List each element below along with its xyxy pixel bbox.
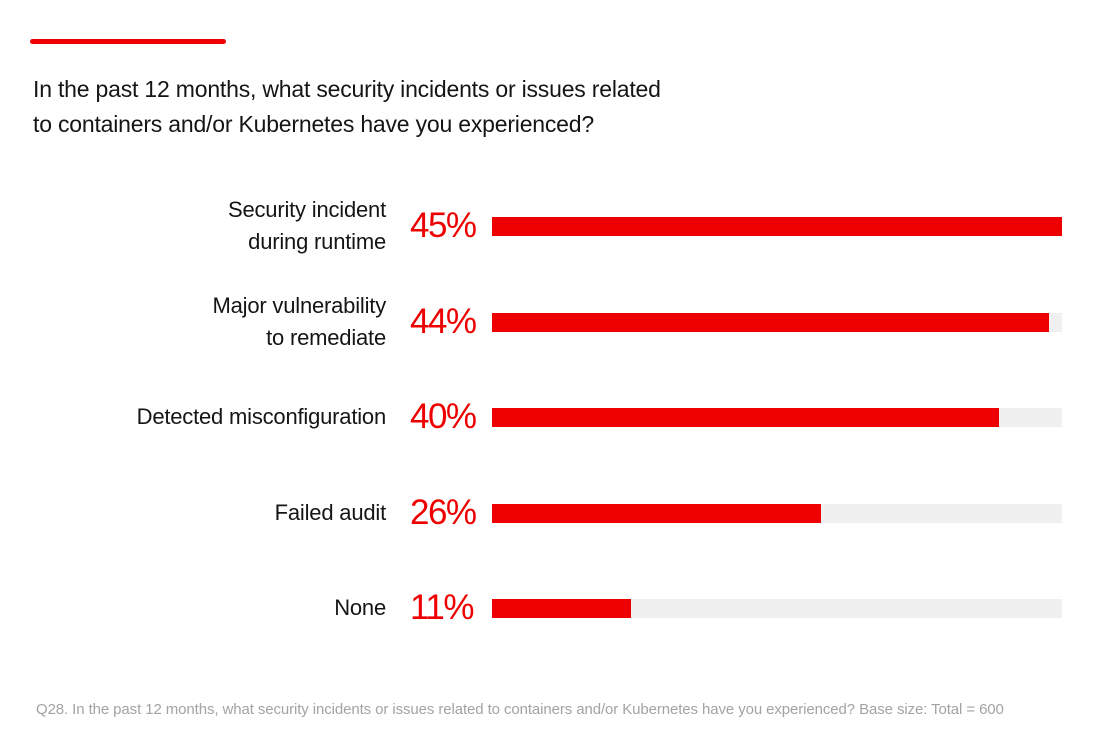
category-label: Major vulnerability to remediate	[6, 282, 387, 362]
value-label: 40%	[410, 397, 477, 436]
bar	[492, 217, 1062, 236]
category-label-line: Detected misconfiguration	[136, 404, 387, 429]
bar-track	[492, 504, 1062, 523]
chart-title-line: In the past 12 months, what security inc…	[33, 76, 661, 102]
bar-row: Detected misconfiguration 40%	[0, 377, 1096, 457]
category-label-line: Failed audit	[274, 500, 387, 525]
bar	[492, 599, 632, 618]
bar-track	[492, 599, 1062, 618]
category-label: Failed audit	[6, 473, 387, 553]
bar-track	[492, 408, 1062, 427]
value-label: 11%	[410, 588, 474, 627]
bar-row: None 11%	[0, 568, 1096, 648]
category-label-line: to remediate	[266, 325, 386, 350]
bar	[492, 504, 822, 523]
category-label: None	[6, 568, 386, 648]
bar-track	[492, 313, 1062, 332]
value-label: 44%	[410, 302, 477, 341]
bar-row: Security incident during runtime 45%	[0, 186, 1096, 266]
chart-title: In the past 12 months, what security inc…	[33, 72, 733, 142]
category-label: Detected misconfiguration	[6, 377, 387, 457]
bar-row: Major vulnerability to remediate 44%	[0, 282, 1096, 362]
bar-row: Failed audit 26%	[0, 473, 1096, 553]
accent-rule	[30, 39, 226, 44]
category-label-line: Major vulnerability	[212, 293, 387, 318]
bar	[492, 408, 999, 427]
chart-title-line: to containers and/or Kubernetes have you…	[33, 111, 594, 137]
bar	[492, 313, 1050, 332]
category-label-line: Security incident	[227, 197, 386, 222]
value-label: 45%	[410, 206, 477, 245]
value-label: 26%	[410, 493, 477, 532]
category-label-line: None	[334, 595, 386, 620]
category-label: Security incident during runtime	[6, 186, 386, 266]
category-label-line: during runtime	[248, 229, 386, 254]
footnote: Q28. In the past 12 months, what securit…	[36, 701, 1004, 718]
bar-track	[492, 217, 1062, 236]
